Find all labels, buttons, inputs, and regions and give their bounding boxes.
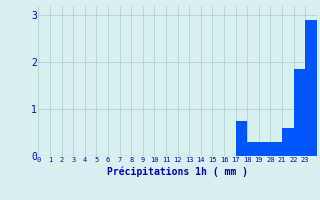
Bar (294, 69, 305, 156)
Bar (282, 128, 294, 156)
Bar (259, 142, 270, 156)
Bar (270, 142, 282, 156)
X-axis label: Précipitations 1h ( mm ): Précipitations 1h ( mm ) (107, 166, 248, 177)
Bar (305, 20, 317, 156)
Bar (247, 142, 259, 156)
Bar (236, 121, 247, 156)
